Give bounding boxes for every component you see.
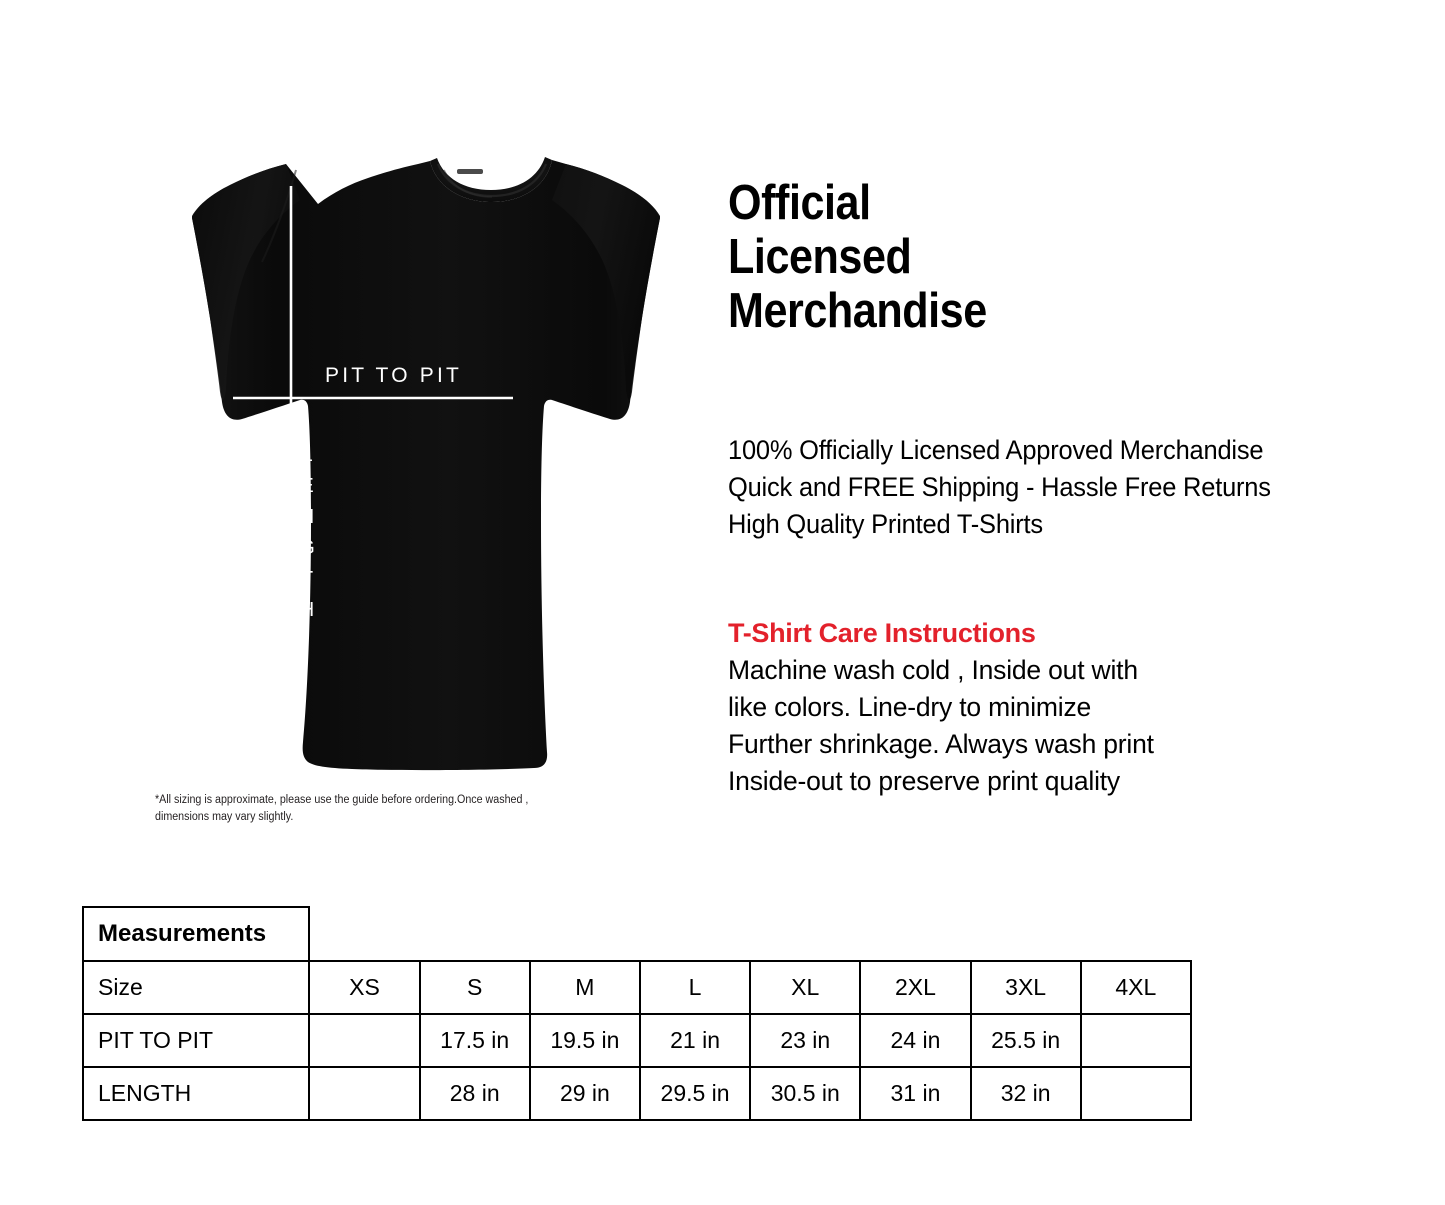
left-shoulder-seam <box>261 169 297 263</box>
length-letter-6: H <box>299 599 315 621</box>
pit-to-pit-label: PIT TO PIT <box>325 364 463 387</box>
collar-inner-highlight <box>436 163 548 198</box>
collar-rib-line <box>443 169 493 198</box>
cell-length-s: 28 in <box>418 1066 531 1121</box>
left-sleeve-shade <box>192 164 300 401</box>
size-header-l: L <box>638 960 752 1015</box>
cell-pit-to-pit-l: 21 in <box>638 1013 752 1068</box>
care-line: Inside-out to preserve print quality <box>728 766 1120 796</box>
size-header-4xl: 4XL <box>1079 960 1193 1015</box>
size-header-2xl: 2XL <box>859 960 972 1015</box>
length-letter-2: E <box>300 475 314 497</box>
promo-bullet-list: 100% Officially Licensed Approved Mercha… <box>728 432 1428 543</box>
shirt-body-shape <box>192 160 660 771</box>
cell-length-l: 29.5 in <box>638 1066 752 1121</box>
promo-panel: Official Licensed Merchandise 100% Offic… <box>728 176 1418 796</box>
size-header-xs: XS <box>308 960 421 1015</box>
cell-length-3xl: 32 in <box>969 1066 1082 1121</box>
cell-pit-to-pit-4xl <box>1079 1013 1193 1068</box>
cell-pit-to-pit-xl: 23 in <box>749 1013 862 1068</box>
care-line: like colors. Line-dry to minimize <box>728 692 1092 722</box>
measurements-title: Measurements <box>81 906 311 962</box>
table-title-row: Measurements <box>81 906 1191 962</box>
page-title-line-1: Official <box>728 176 871 230</box>
cell-pit-to-pit-2xl: 24 in <box>859 1013 972 1068</box>
cell-pit-to-pit-3xl: 25.5 in <box>969 1013 1082 1068</box>
cell-pit-to-pit-s: 17.5 in <box>418 1013 531 1068</box>
table-title-blank-span <box>309 907 1191 961</box>
length-label: L E N G T H <box>296 440 318 626</box>
promo-bullet: High Quality Printed T-Shirts <box>728 509 1043 539</box>
size-header-s: S <box>418 960 531 1015</box>
promo-bullet: Quick and FREE Shipping - Hassle Free Re… <box>728 472 1271 502</box>
promo-bullet: 100% Officially Licensed Approved Mercha… <box>728 435 1264 465</box>
cell-length-xs <box>308 1066 421 1121</box>
page-title-line-2: Licensed <box>728 230 912 284</box>
cell-length-4xl <box>1079 1066 1193 1121</box>
cell-pit-to-pit-xs <box>308 1013 421 1068</box>
length-letter-1: L <box>301 444 313 466</box>
length-letter-5: T <box>300 568 314 590</box>
care-instructions-block: T-Shirt Care Instructions Machine wash c… <box>728 616 1288 800</box>
table-row: PIT TO PIT 17.5 in 19.5 in 21 in 23 in 2… <box>81 1013 1193 1068</box>
length-letter-3: N <box>299 506 315 528</box>
cell-pit-to-pit-m: 19.5 in <box>528 1013 641 1068</box>
neck-tag <box>457 169 483 174</box>
measurements-table: Measurements Size XS S M L XL 2XL 3XL 4X… <box>81 906 1193 1121</box>
care-instructions-heading: T-Shirt Care Instructions <box>728 618 1036 648</box>
size-header-m: M <box>528 960 641 1015</box>
right-sleeve-shade <box>552 164 660 401</box>
row-label-length: LENGTH <box>81 1066 311 1121</box>
care-line: Machine wash cold , Inside out with <box>728 655 1138 685</box>
tshirt-size-diagram: PIT TO PIT L E N G T H <box>100 140 670 800</box>
length-letter-4: G <box>299 537 315 559</box>
page-title: Official Licensed Merchandise <box>728 176 1335 338</box>
care-line: Further shrinkage. Always wash print <box>728 729 1154 759</box>
care-instructions-text: Machine wash cold , Inside out with like… <box>728 652 1288 800</box>
page-title-line-3: Merchandise <box>728 284 987 338</box>
cell-length-m: 29 in <box>528 1066 641 1121</box>
size-header-xl: XL <box>749 960 862 1015</box>
size-header-3xl: 3XL <box>969 960 1082 1015</box>
row-label-pit-to-pit: PIT TO PIT <box>81 1013 311 1068</box>
table-header-row: Size XS S M L XL 2XL 3XL 4XL <box>81 960 1193 1015</box>
size-header-label: Size <box>81 960 311 1015</box>
tshirt-illustration <box>192 157 660 771</box>
sizing-disclaimer: *All sizing is approximate, please use t… <box>155 794 529 823</box>
cell-length-xl: 30.5 in <box>749 1066 862 1121</box>
table-row: LENGTH 28 in 29 in 29.5 in 30.5 in 31 in… <box>81 1066 1193 1121</box>
cell-length-2xl: 31 in <box>859 1066 972 1121</box>
